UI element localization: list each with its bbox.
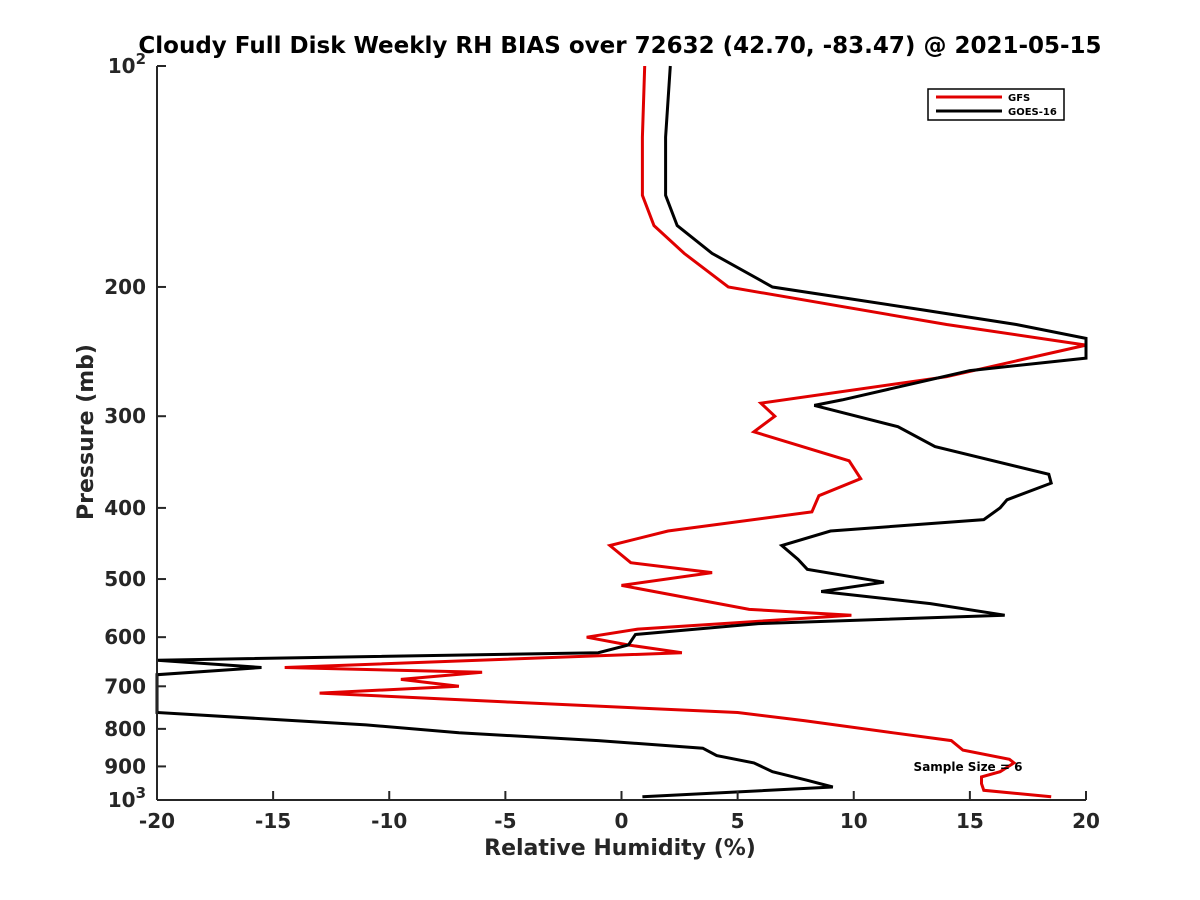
series-line-gfs (284, 65, 1087, 799)
axes: -20 -15 -10 -5 0 5 10 15 20 102 200 300 400 500 600 700… (104, 50, 1100, 833)
y-tick-label: 500 (104, 567, 146, 591)
x-tick-label: 5 (731, 809, 745, 833)
y-tick-label: 102 (108, 50, 146, 78)
y-axis-label: Pressure (mb) (74, 344, 99, 520)
x-tick-label: -5 (494, 809, 516, 833)
y-tick-label: 103 (108, 784, 146, 812)
x-tick-label: 20 (1072, 809, 1100, 833)
legend-label-gfs: GFS (1008, 93, 1030, 104)
x-tick-label: 0 (615, 809, 629, 833)
y-tick-label: 600 (104, 625, 146, 649)
y-tick-label: 300 (104, 404, 146, 428)
sample-size-annotation: Sample Size = 6 (914, 760, 1023, 774)
x-tick-label: 15 (956, 809, 984, 833)
x-tick-label: -15 (255, 809, 291, 833)
y-tick-label: 400 (104, 496, 146, 520)
legend-label-goes-16: GOES-16 (1008, 107, 1057, 118)
x-tick-label: 10 (840, 809, 868, 833)
y-tick-label: 700 (104, 674, 146, 698)
x-tick-label: -20 (139, 809, 175, 833)
series-line-goes-16 (155, 65, 1088, 799)
y-tick-label: 800 (104, 717, 146, 741)
chart-title: Cloudy Full Disk Weekly RH BIAS over 726… (138, 33, 1101, 59)
x-axis-label: Relative Humidity (%) (484, 836, 756, 861)
plot-area (155, 65, 1088, 799)
y-tick-label: 900 (104, 754, 146, 778)
legend-box (927, 88, 1065, 121)
x-tick-label: -10 (371, 809, 407, 833)
y-tick-label: 200 (104, 275, 146, 299)
legend: GFS GOES-16 (927, 88, 1065, 121)
